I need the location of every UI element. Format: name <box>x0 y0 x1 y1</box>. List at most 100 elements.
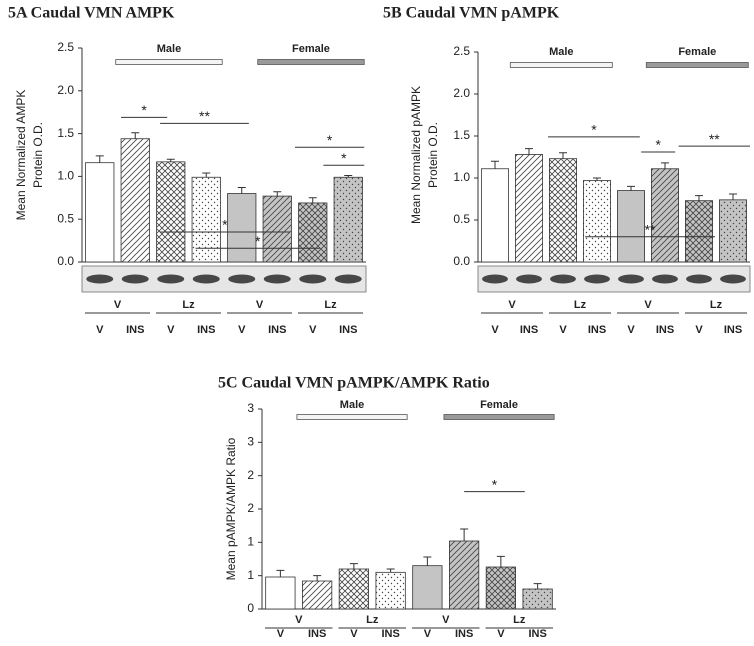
blot-band <box>86 275 113 284</box>
bar <box>376 572 405 609</box>
bar <box>192 177 220 262</box>
blot-band <box>516 275 542 284</box>
significance-label: * <box>655 137 661 153</box>
y-tick-label: 1.0 <box>453 170 470 184</box>
error-bar <box>460 529 468 541</box>
y-tick-label: 1.5 <box>453 128 470 142</box>
y-tick-label: 2 <box>247 501 254 515</box>
y-tick-label: 3 <box>247 401 254 415</box>
x-tick-label: V <box>238 324 246 336</box>
group-label: V <box>114 299 122 311</box>
error-bar <box>729 194 737 200</box>
y-axis-label: Mean pAMPK/AMPK Ratio <box>224 437 238 580</box>
x-tick-label: INS <box>308 628 326 640</box>
bar <box>228 194 256 262</box>
blot-band <box>652 275 678 284</box>
x-tick-label: V <box>497 628 505 640</box>
y-axis-label: Mean Normalized pAMPK <box>409 86 423 224</box>
error-bar <box>273 192 281 196</box>
x-tick-label: INS <box>381 628 399 640</box>
error-bar <box>491 161 499 169</box>
error-bar <box>559 153 567 159</box>
error-bar <box>497 556 505 567</box>
error-bar <box>309 198 317 203</box>
blot-band <box>335 275 362 284</box>
x-tick-label: V <box>424 628 432 640</box>
x-tick-label: V <box>491 324 499 336</box>
sex-label: Female <box>480 399 518 411</box>
blot-band <box>584 275 610 284</box>
y-tick-label: 2.5 <box>57 40 74 54</box>
bar <box>719 200 746 262</box>
y-tick-label: 0.0 <box>57 254 74 268</box>
error-bar <box>350 564 358 569</box>
blot-band <box>618 275 644 284</box>
sex-label: Female <box>678 46 716 58</box>
chart-title: 5C Caudal VMN pAMPK/AMPK Ratio <box>218 375 490 392</box>
bar <box>486 567 515 609</box>
group-label: V <box>256 299 264 311</box>
sex-label: Male <box>340 399 364 411</box>
error-bar <box>525 149 533 155</box>
blot-band <box>264 275 291 284</box>
error-bar <box>423 557 431 566</box>
x-tick-label: INS <box>520 324 538 336</box>
significance-label: ** <box>645 222 656 238</box>
error-bar <box>131 133 139 139</box>
group-label: V <box>508 299 516 311</box>
bar <box>263 196 291 262</box>
x-tick-label: V <box>277 628 285 640</box>
group-label: Lz <box>366 614 379 626</box>
blot-band <box>193 275 220 284</box>
sex-bar <box>258 60 365 65</box>
x-tick-label: V <box>96 324 104 336</box>
bar <box>515 154 542 262</box>
x-tick-label: INS <box>126 324 144 336</box>
blot-band <box>550 275 576 284</box>
significance-label: * <box>327 132 333 148</box>
y-tick-label: 2 <box>247 468 254 482</box>
error-bar <box>313 576 321 581</box>
y-tick-label: 1.0 <box>57 169 74 183</box>
group-label: V <box>644 299 652 311</box>
x-tick-label: V <box>167 324 175 336</box>
y-tick-label: 1.5 <box>57 126 74 140</box>
bar <box>121 139 149 262</box>
bar <box>157 162 185 262</box>
error-bar <box>695 196 703 201</box>
bar <box>523 589 552 609</box>
blot-band <box>482 275 508 284</box>
bar <box>685 201 712 262</box>
bar <box>266 577 295 609</box>
x-tick-label: INS <box>197 324 215 336</box>
bar <box>413 566 442 609</box>
group-label: Lz <box>324 299 337 311</box>
bar <box>481 169 508 262</box>
blot-band <box>122 275 149 284</box>
group-label: Lz <box>182 299 195 311</box>
bar <box>651 169 678 262</box>
blot-band <box>299 275 326 284</box>
x-tick-label: INS <box>588 324 606 336</box>
bar <box>449 541 478 609</box>
group-label: Lz <box>574 299 587 311</box>
group-label: V <box>442 614 450 626</box>
significance-label: * <box>222 217 228 233</box>
error-bar <box>96 156 104 163</box>
blot-band <box>720 275 746 284</box>
y-tick-label: 3 <box>247 435 254 449</box>
error-bar <box>276 570 284 577</box>
bar <box>302 581 331 609</box>
chart-title: 5A Caudal VMN AMPK <box>8 5 175 22</box>
x-tick-label: INS <box>528 628 546 640</box>
figure: 5A Caudal VMN AMPKMean Normalized AMPKPr… <box>0 0 754 646</box>
group-label: V <box>295 614 303 626</box>
bar <box>339 569 368 609</box>
bar <box>617 191 644 262</box>
sex-label: Female <box>292 43 330 55</box>
error-bar <box>387 569 395 572</box>
blot-band <box>228 275 255 284</box>
sex-bar <box>646 63 748 68</box>
x-tick-label: INS <box>656 324 674 336</box>
bar <box>583 181 610 262</box>
